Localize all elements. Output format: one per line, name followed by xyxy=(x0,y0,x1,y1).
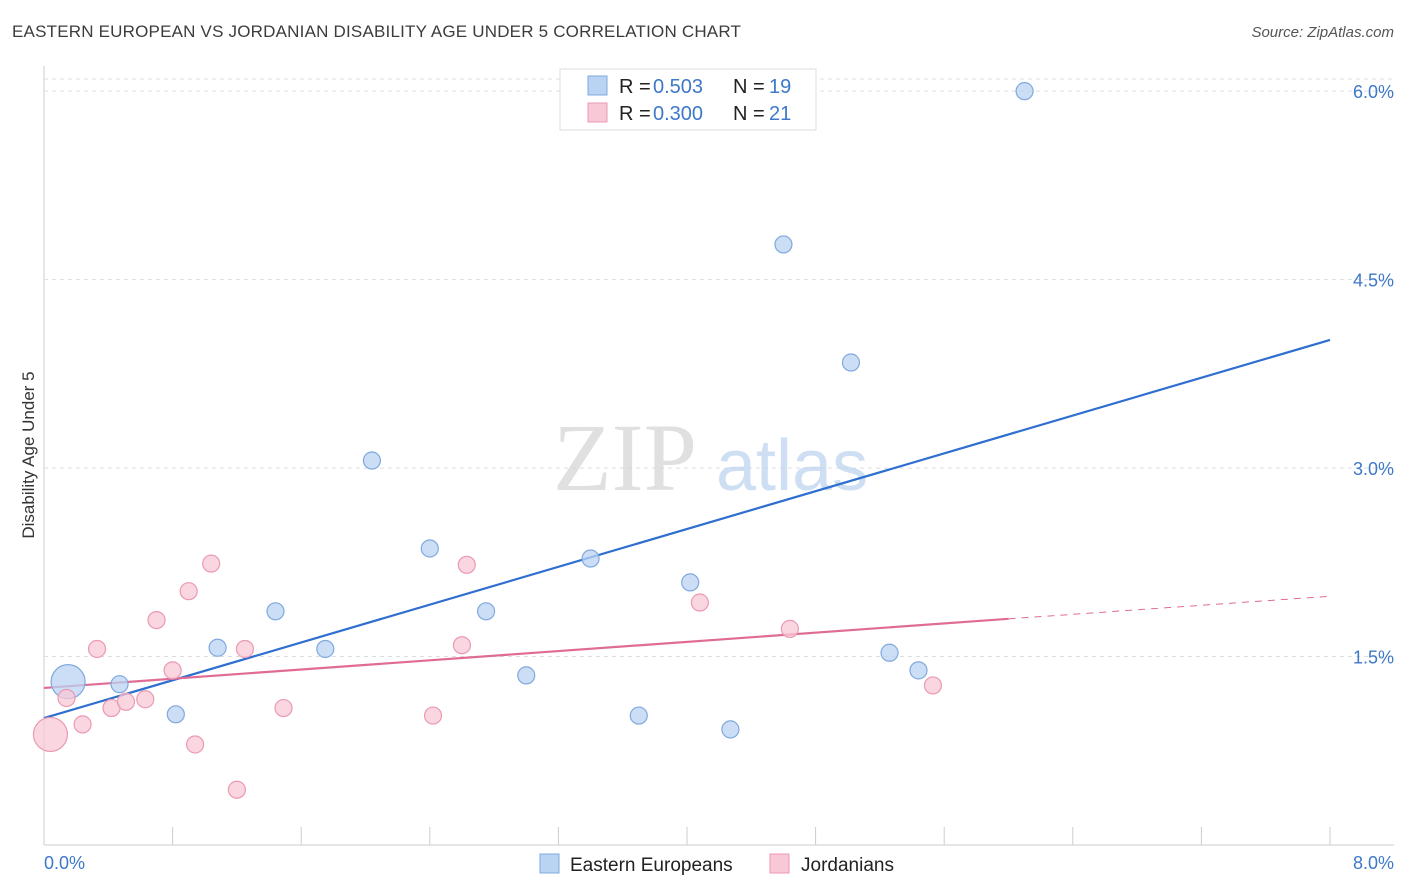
point-eastern xyxy=(880,643,899,662)
point-jordanian xyxy=(116,692,136,711)
point-eastern xyxy=(721,720,740,739)
legend-n-value-2: 21 xyxy=(769,103,791,125)
y-tick-label: 4.5% xyxy=(1353,271,1394,291)
point-jordanian xyxy=(136,690,155,709)
point-eastern xyxy=(1015,82,1034,101)
trend-line-eastern xyxy=(43,338,1331,720)
point-eastern xyxy=(629,706,648,725)
point-eastern xyxy=(166,705,185,724)
series-legend-label-eastern: Eastern Europeans xyxy=(570,855,733,876)
point-jordanian xyxy=(923,676,943,695)
point-eastern xyxy=(581,549,600,568)
point-jordanian xyxy=(690,593,709,612)
y-tick-label: 6.0% xyxy=(1353,82,1394,102)
legend-r-label-1: R = xyxy=(619,76,656,98)
legend-r-label-2: R = xyxy=(619,103,656,125)
chart-source: Source: ZipAtlas.com xyxy=(1251,24,1394,41)
point-jordanian xyxy=(179,582,198,601)
point-jordanian xyxy=(87,639,107,659)
point-jordanian xyxy=(147,610,166,630)
point-jordanian xyxy=(163,661,182,680)
trend-line-jordanian-extension xyxy=(1008,595,1331,620)
series-legend-swatch-eastern xyxy=(539,853,560,874)
point-jordanian xyxy=(423,706,443,725)
point-eastern xyxy=(909,661,928,680)
data-points xyxy=(32,82,1034,799)
legend-n-label-2: N = xyxy=(733,103,770,125)
legend-r-value-2: 0.300 xyxy=(653,103,703,125)
watermark-zip: ZIP xyxy=(553,404,697,511)
legend-swatch-pink xyxy=(587,102,608,123)
point-eastern xyxy=(110,675,129,694)
x-tick-label-max: 8.0% xyxy=(1353,853,1394,873)
point-jordanian xyxy=(457,555,476,574)
point-jordanian xyxy=(274,698,293,718)
point-jordanian xyxy=(57,688,76,708)
y-tick-label: 1.5% xyxy=(1353,648,1394,668)
point-eastern xyxy=(420,539,439,558)
point-jordanian xyxy=(780,619,799,638)
point-eastern xyxy=(476,602,496,621)
point-eastern xyxy=(841,353,861,372)
watermark-atlas: atlas xyxy=(716,426,868,506)
point-eastern xyxy=(517,666,536,685)
legend-swatch-blue xyxy=(587,75,608,96)
point-eastern xyxy=(681,573,700,592)
series-legend-label-jordanian: Jordanians xyxy=(801,855,894,876)
point-eastern xyxy=(208,638,227,657)
point-jordanian xyxy=(186,735,205,754)
y-tick-label: 3.0% xyxy=(1353,459,1394,479)
legend-n-value-1: 19 xyxy=(769,76,791,98)
grid-lines xyxy=(44,78,1394,658)
chart-title: EASTERN EUROPEAN VS JORDANIAN DISABILITY… xyxy=(12,22,742,41)
legend-n-label-1: N = xyxy=(733,76,770,98)
series-legend-swatch-jordanian xyxy=(769,853,790,874)
point-eastern xyxy=(316,639,335,659)
legend-r-value-1: 0.503 xyxy=(653,76,703,98)
correlation-legend: R = 0.503 N = 19 R = 0.300 N = 21 xyxy=(559,68,817,131)
x-tick-label-min: 0.0% xyxy=(44,853,85,873)
point-jordanian xyxy=(235,639,255,659)
point-eastern xyxy=(362,451,382,470)
point-eastern xyxy=(266,602,285,621)
series-legend: Eastern Europeans Jordanians xyxy=(539,853,894,876)
point-jordanian xyxy=(202,554,221,573)
point-jordanian xyxy=(227,780,246,799)
y-axis-label: Disability Age Under 5 xyxy=(19,371,38,538)
x-ticks xyxy=(43,827,1331,845)
y-tick-labels: 1.5% 3.0% 4.5% 6.0% xyxy=(1353,82,1394,667)
point-eastern xyxy=(774,235,793,254)
point-jordanian xyxy=(73,715,92,734)
trend-line-jordanian xyxy=(43,617,1009,690)
point-jordanian xyxy=(32,716,69,753)
point-jordanian xyxy=(452,636,472,655)
trend-lines xyxy=(43,338,1331,720)
